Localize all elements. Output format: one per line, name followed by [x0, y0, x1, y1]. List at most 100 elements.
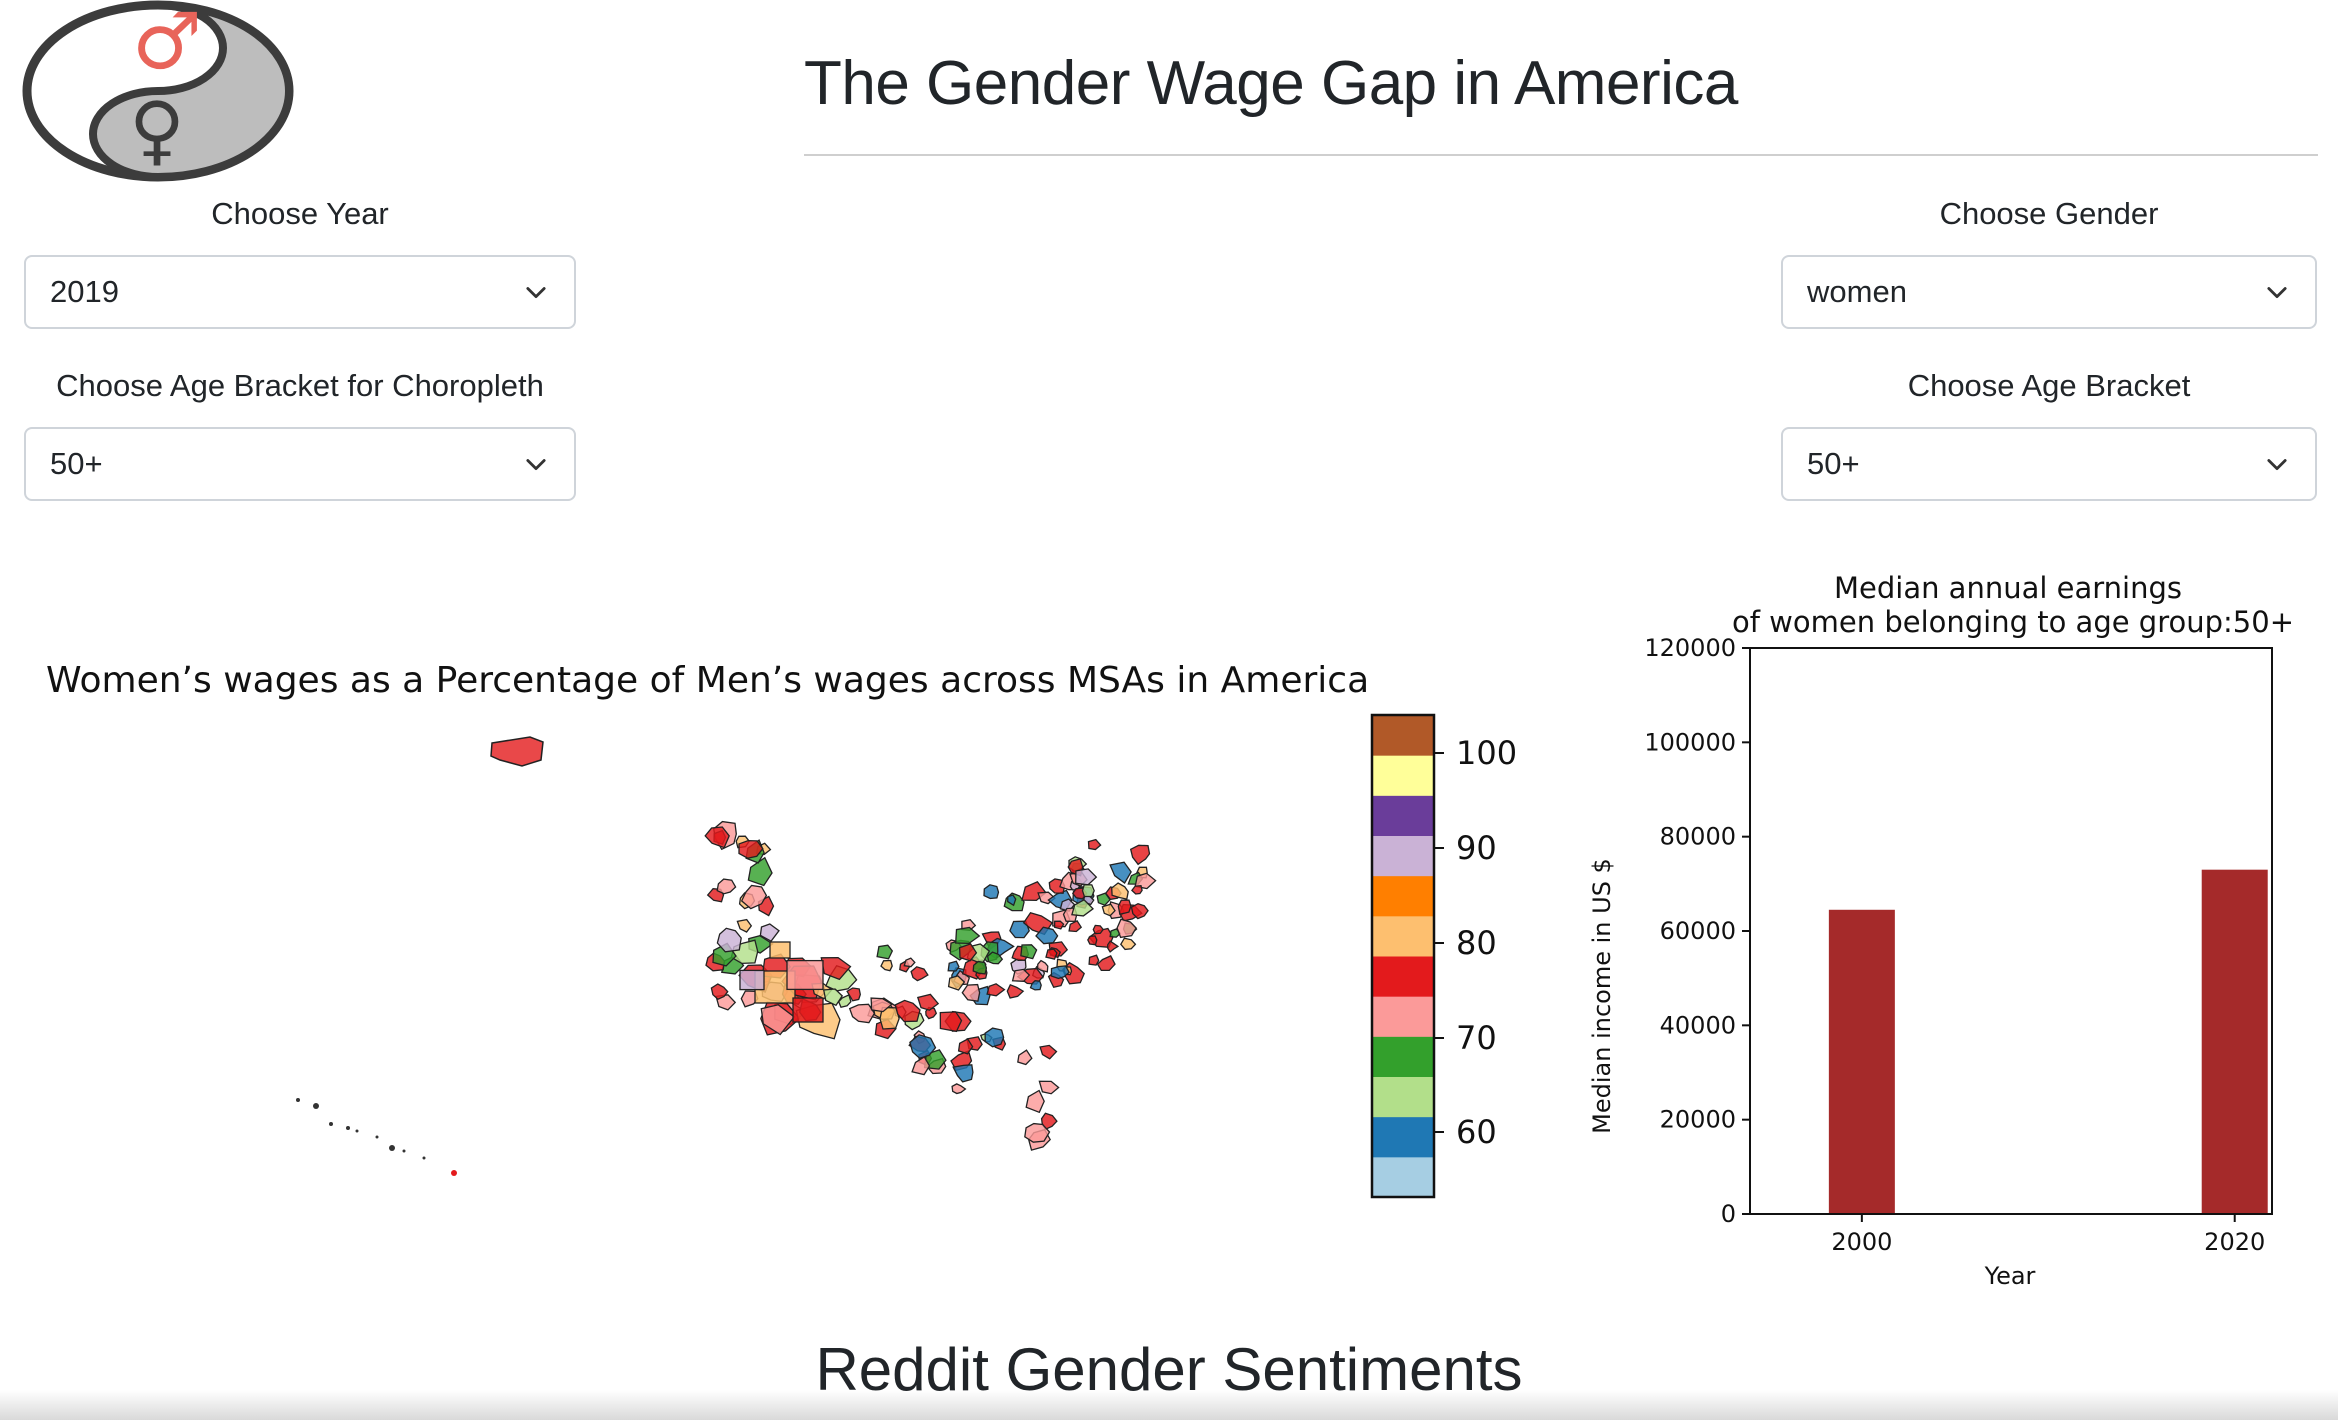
msa-region [1129, 844, 1151, 866]
msa-region [1111, 882, 1129, 900]
msa-region [939, 1011, 963, 1033]
chevron-down-icon [2267, 287, 2287, 299]
msa-region [903, 957, 916, 968]
colorbar-tick-label: 70 [1456, 1019, 1497, 1057]
colorbar-bin [1372, 715, 1434, 756]
msa-region [738, 839, 764, 859]
msa-region [984, 1027, 1005, 1048]
msa-region [1117, 899, 1132, 916]
chart-title-line2: of women belonging to age group:50+ [1732, 605, 2294, 639]
colorbar-tick-label: 80 [1456, 924, 1497, 962]
x-axis-label: Year [1984, 1262, 2036, 1290]
msa-region [1040, 1112, 1058, 1131]
msa-region [1092, 924, 1105, 935]
colorbar-bin [1372, 1116, 1434, 1158]
msa-region [822, 988, 844, 1007]
msa-region [1071, 898, 1094, 917]
colorbar-bin [1372, 795, 1434, 836]
msa-region [1029, 980, 1042, 991]
msa-region [1050, 965, 1070, 980]
age-bracket-label: Choose Age Bracket [1907, 368, 2191, 403]
msa-region [870, 997, 893, 1013]
bar-2020 [2201, 869, 2268, 1214]
msa-region [1087, 838, 1102, 851]
msa-region [986, 951, 1004, 965]
x-tick-label: 2000 [1831, 1228, 1892, 1256]
colorbar-bin [1372, 996, 1434, 1037]
colorbar-bin [1372, 835, 1434, 877]
male-symbol-icon: ♂ [132, 0, 202, 87]
msa-region [1020, 944, 1038, 960]
msa-region [1017, 1049, 1033, 1066]
female-symbol-icon: ♀ [129, 85, 185, 174]
msa-region [916, 993, 940, 1011]
choropleth-age-select[interactable]: 50+ [24, 427, 576, 501]
msa-region [786, 959, 824, 991]
age-bracket-select[interactable]: 50+ [1781, 427, 2317, 501]
colorbar-bin [1372, 1156, 1434, 1198]
chevron-down-icon [526, 459, 546, 471]
msa-region [880, 959, 893, 972]
msa-region [759, 923, 780, 943]
msa-region [961, 983, 981, 1002]
msa-region [769, 941, 791, 959]
msa-region [1130, 902, 1149, 920]
msa-region [1081, 884, 1095, 898]
app-logo: ♂ ♀ [22, 0, 294, 182]
msa-region [1131, 885, 1143, 895]
msa-region [986, 983, 1006, 997]
msa-region [846, 987, 861, 1002]
y-tick-label: 80000 [1660, 823, 1736, 851]
msa-region [704, 826, 730, 849]
title-divider [804, 154, 2318, 156]
scroll-fade [0, 1390, 2338, 1420]
msa-region [1024, 1122, 1051, 1143]
msa-region [911, 1055, 931, 1076]
msa-region [894, 999, 921, 1023]
age-bracket-select-value: 50+ [1807, 446, 1860, 481]
msa-region [947, 975, 966, 991]
msa-region [910, 966, 929, 982]
colorbar-tick-label: 60 [1456, 1113, 1497, 1151]
msa-region [1025, 1089, 1045, 1114]
msa-region [952, 1064, 974, 1083]
msa-region [1011, 968, 1031, 982]
colorbar: 100 90 80 70 60 [1370, 713, 1517, 1199]
y-tick-label: 20000 [1660, 1106, 1736, 1134]
msa-region [972, 960, 988, 975]
median-earnings-chart: Median annual earnings of women belongin… [1588, 571, 2294, 1290]
msa-region [958, 943, 978, 962]
msa-region [1096, 955, 1116, 972]
msa-region [1006, 983, 1025, 999]
msa-region [1075, 868, 1098, 886]
colorbar-bin [1372, 956, 1434, 997]
msa-region [1007, 894, 1017, 907]
msa-region [739, 969, 765, 991]
msa-region [1053, 920, 1065, 930]
colorbar-frame [1370, 713, 1436, 1199]
y-tick-label: 120000 [1644, 634, 1736, 662]
msa-region [957, 1038, 974, 1055]
msa-region [792, 997, 824, 1023]
msa-region [1068, 919, 1083, 933]
year-select[interactable]: 2019 [24, 255, 576, 329]
msa-region [1134, 872, 1157, 890]
colorbar-bin [1372, 755, 1434, 796]
msa-region [1096, 892, 1111, 906]
choropleth-age-select-value: 50+ [50, 446, 103, 481]
plot-frame [1749, 647, 2273, 1215]
msa-region [716, 878, 737, 895]
colorbar-bin [1372, 915, 1434, 957]
msa-region [983, 884, 1000, 900]
msa-region [710, 983, 729, 1000]
gender-select[interactable]: women [1781, 255, 2317, 329]
msa-region-alaska [490, 736, 544, 767]
year-select-value: 2019 [50, 274, 119, 309]
gender-select-value: women [1807, 274, 1907, 309]
page-title: The Gender Wage Gap in America [804, 49, 1738, 118]
x-tick-label: 2020 [2204, 1228, 2265, 1256]
msa-region [1101, 903, 1116, 917]
msa-region [1120, 937, 1137, 951]
msa-region [1045, 948, 1058, 960]
msa-region [947, 960, 960, 972]
